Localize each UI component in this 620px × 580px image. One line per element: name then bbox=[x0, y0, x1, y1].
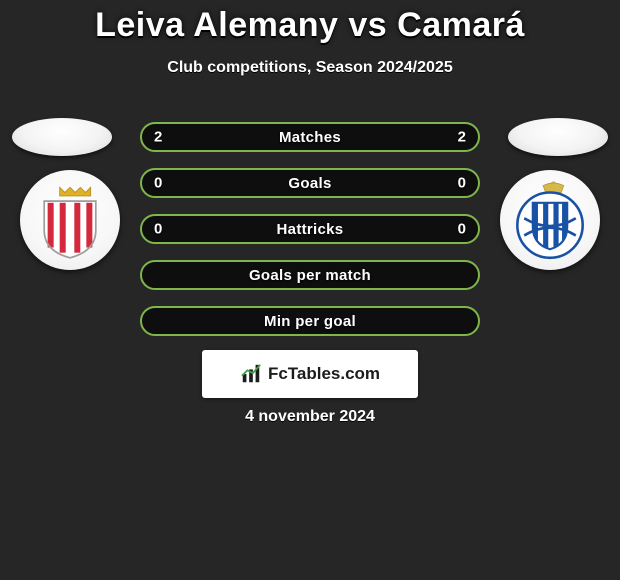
stat-bar-goals-per-match: Goals per match bbox=[140, 260, 480, 290]
stat-bar-matches: 2 Matches 2 bbox=[140, 122, 480, 152]
stat-label: Matches bbox=[279, 129, 341, 146]
club-badge-left bbox=[20, 170, 120, 270]
stat-right-value: 0 bbox=[458, 221, 466, 238]
stat-label: Goals bbox=[288, 175, 331, 192]
stat-right-value: 0 bbox=[458, 175, 466, 192]
watermark-badge: FcTables.com bbox=[202, 350, 418, 398]
stat-bar-min-per-goal: Min per goal bbox=[140, 306, 480, 336]
date-line: 4 november 2024 bbox=[0, 408, 620, 426]
bar-chart-icon bbox=[240, 363, 262, 385]
club-badge-right bbox=[500, 170, 600, 270]
stat-bar-goals: 0 Goals 0 bbox=[140, 168, 480, 198]
club-crest-right-icon bbox=[507, 177, 593, 263]
club-crest-left-icon bbox=[27, 177, 113, 263]
player-left-oval bbox=[12, 118, 112, 156]
stat-label: Goals per match bbox=[249, 267, 371, 284]
stat-left-value: 0 bbox=[154, 175, 162, 192]
stat-right-value: 2 bbox=[458, 129, 466, 146]
page-title: Leiva Alemany vs Camará bbox=[0, 6, 620, 45]
stat-bars: 2 Matches 2 0 Goals 0 0 Hattricks 0 Goal… bbox=[140, 122, 480, 352]
comparison-card: Leiva Alemany vs Camará Club competition… bbox=[0, 0, 620, 580]
subtitle: Club competitions, Season 2024/2025 bbox=[0, 59, 620, 77]
stat-left-value: 0 bbox=[154, 221, 162, 238]
stat-left-value: 2 bbox=[154, 129, 162, 146]
stat-bar-hattricks: 0 Hattricks 0 bbox=[140, 214, 480, 244]
stat-label: Min per goal bbox=[264, 313, 356, 330]
player-right-oval bbox=[508, 118, 608, 156]
watermark-text: FcTables.com bbox=[268, 364, 380, 384]
stat-label: Hattricks bbox=[277, 221, 344, 238]
